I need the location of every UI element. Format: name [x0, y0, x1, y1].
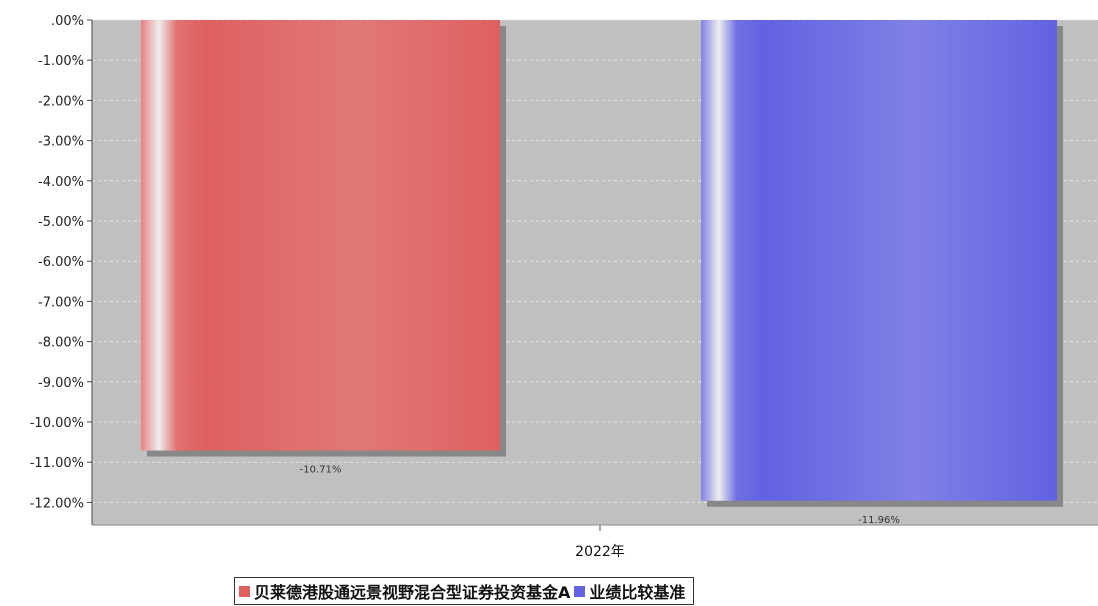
grid-lines	[87, 19, 1098, 531]
y-tick-label: -12.00%	[30, 496, 84, 511]
y-tick-label: -11.00%	[30, 456, 84, 471]
y-tick-label: -5.00%	[38, 215, 84, 230]
legend-item-benchmark: 业绩比较基准	[574, 579, 685, 603]
legend-label-fund: 贝莱德港股通远景视野混合型证券投资基金A	[254, 583, 571, 602]
y-tick-label: -2.00%	[38, 94, 84, 109]
legend-item-fund: 贝莱德港股通远景视野混合型证券投资基金A	[239, 579, 570, 603]
labels: .00% -1.00% -2.00% -3.00% -4.00% -5.00% -6.00%…	[30, 14, 900, 560]
bar-fund	[141, 20, 500, 451]
y-tick-label: -7.00%	[38, 295, 84, 310]
x-category-label: 2022年	[575, 544, 625, 560]
y-tick-label: -4.00%	[38, 175, 84, 190]
y-tick-label: -9.00%	[38, 376, 84, 391]
legend-swatch-fund	[239, 585, 250, 597]
bar-benchmark	[701, 20, 1057, 501]
y-tick-label: -3.00%	[38, 135, 84, 150]
y-tick-label: -10.00%	[30, 416, 84, 431]
legend-label-benchmark: 业绩比较基准	[589, 583, 686, 602]
legend-swatch-benchmark	[574, 585, 586, 597]
legend: 贝莱德港股通远景视野混合型证券投资基金A 业绩比较基准	[234, 577, 695, 605]
data-label: -10.71%	[300, 465, 342, 476]
bars	[141, 20, 1063, 507]
data-label: -11.96%	[858, 515, 900, 526]
y-tick-label: -1.00%	[38, 54, 84, 69]
y-tick-label: .00%	[51, 14, 84, 29]
y-tick-label: -8.00%	[38, 336, 84, 351]
y-tick-label: -6.00%	[38, 255, 84, 270]
